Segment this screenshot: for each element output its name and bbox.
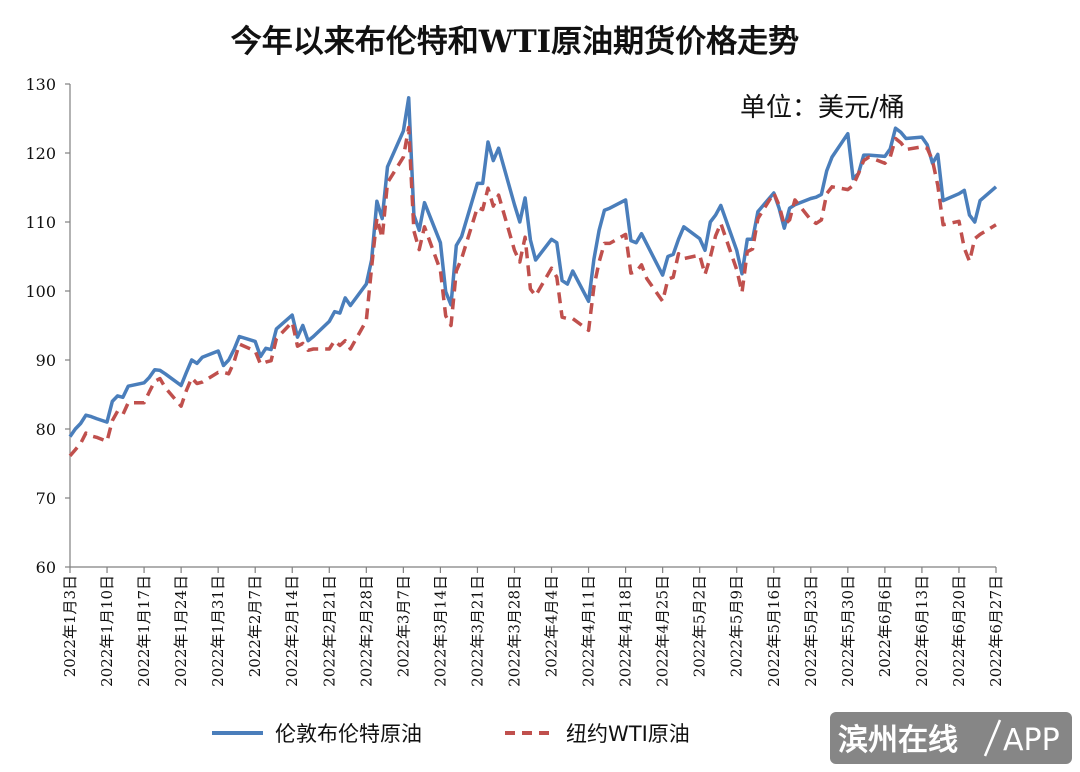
legend-brent-label: 伦敦布伦特原油	[275, 722, 422, 746]
wti-series-line	[68, 125, 997, 458]
x-tick-label: 2022年6月20日	[950, 575, 968, 687]
x-tick-label: 2022年4月25日	[654, 575, 672, 687]
x-tick-label: 2022年1月10日	[98, 575, 116, 687]
x-tick-label: 2022年5月9日	[728, 575, 746, 677]
x-tick-label: 2022年3月28日	[505, 575, 523, 687]
x-tick-label: 2022年1月31日	[209, 575, 227, 687]
watermark-slash	[983, 719, 1002, 757]
y-tick-label: 90	[36, 351, 56, 370]
y-tick-label: 120	[25, 144, 56, 163]
x-tick-label: 2022年2月28日	[357, 575, 375, 687]
watermark-app: APP	[1003, 723, 1060, 758]
watermark: 滨州在线 APP	[830, 712, 1072, 764]
legend-wti-label: 纽约WTI原油	[566, 722, 690, 746]
y-tick-label: 130	[25, 75, 56, 94]
watermark-text: 滨州在线	[838, 723, 958, 758]
x-tick-label: 2022年3月14日	[431, 575, 449, 687]
y-tick-label: 60	[36, 558, 56, 577]
x-tick-label: 2022年3月21日	[468, 575, 486, 687]
x-tick-label: 2022年2月7日	[246, 575, 264, 677]
x-tick-label: 2022年4月4日	[543, 575, 561, 677]
y-tick-label: 80	[36, 420, 56, 439]
x-tick-label: 2022年1月17日	[135, 575, 153, 687]
y-tick-label: 100	[25, 282, 56, 301]
y-tick-label: 110	[25, 213, 56, 232]
y-tick-label: 70	[36, 489, 56, 508]
x-tick-label: 2022年5月30日	[839, 575, 857, 687]
brent-series-line	[68, 96, 998, 438]
x-tick-label: 2022年6月6日	[876, 575, 894, 677]
x-tick-label: 2022年1月24日	[172, 575, 190, 687]
series-group	[68, 96, 998, 458]
x-tick-label: 2022年2月21日	[320, 575, 338, 687]
x-tick-label: 2022年6月27日	[987, 575, 1005, 687]
x-tick-label: 2022年2月14日	[283, 575, 301, 687]
chart-title: 今年以来布伦特和WTI原油期货价格走势	[231, 24, 799, 60]
legend: 伦敦布伦特原油 纽约WTI原油	[212, 722, 690, 746]
y-axis-ticks: 60 70 80 90 100 110 120 130	[25, 75, 70, 577]
x-tick-label: 2022年4月18日	[617, 575, 635, 687]
x-tick-label: 2022年3月7日	[394, 575, 412, 677]
x-tick-label: 2022年5月16日	[765, 575, 783, 687]
x-tick-label: 2022年6月13日	[913, 575, 931, 687]
x-tick-label: 2022年5月23日	[802, 575, 820, 687]
x-tick-label: 2022年5月2日	[691, 575, 709, 677]
x-tick-label: 2022年4月11日	[580, 575, 598, 687]
x-tick-label: 2022年1月3日	[61, 575, 79, 677]
unit-label: 单位：美元/桶	[740, 93, 905, 123]
x-axis-ticks: 2022年1月3日 2022年1月10日 2022年1月17日 2022年1月24日 2…	[61, 567, 1005, 687]
